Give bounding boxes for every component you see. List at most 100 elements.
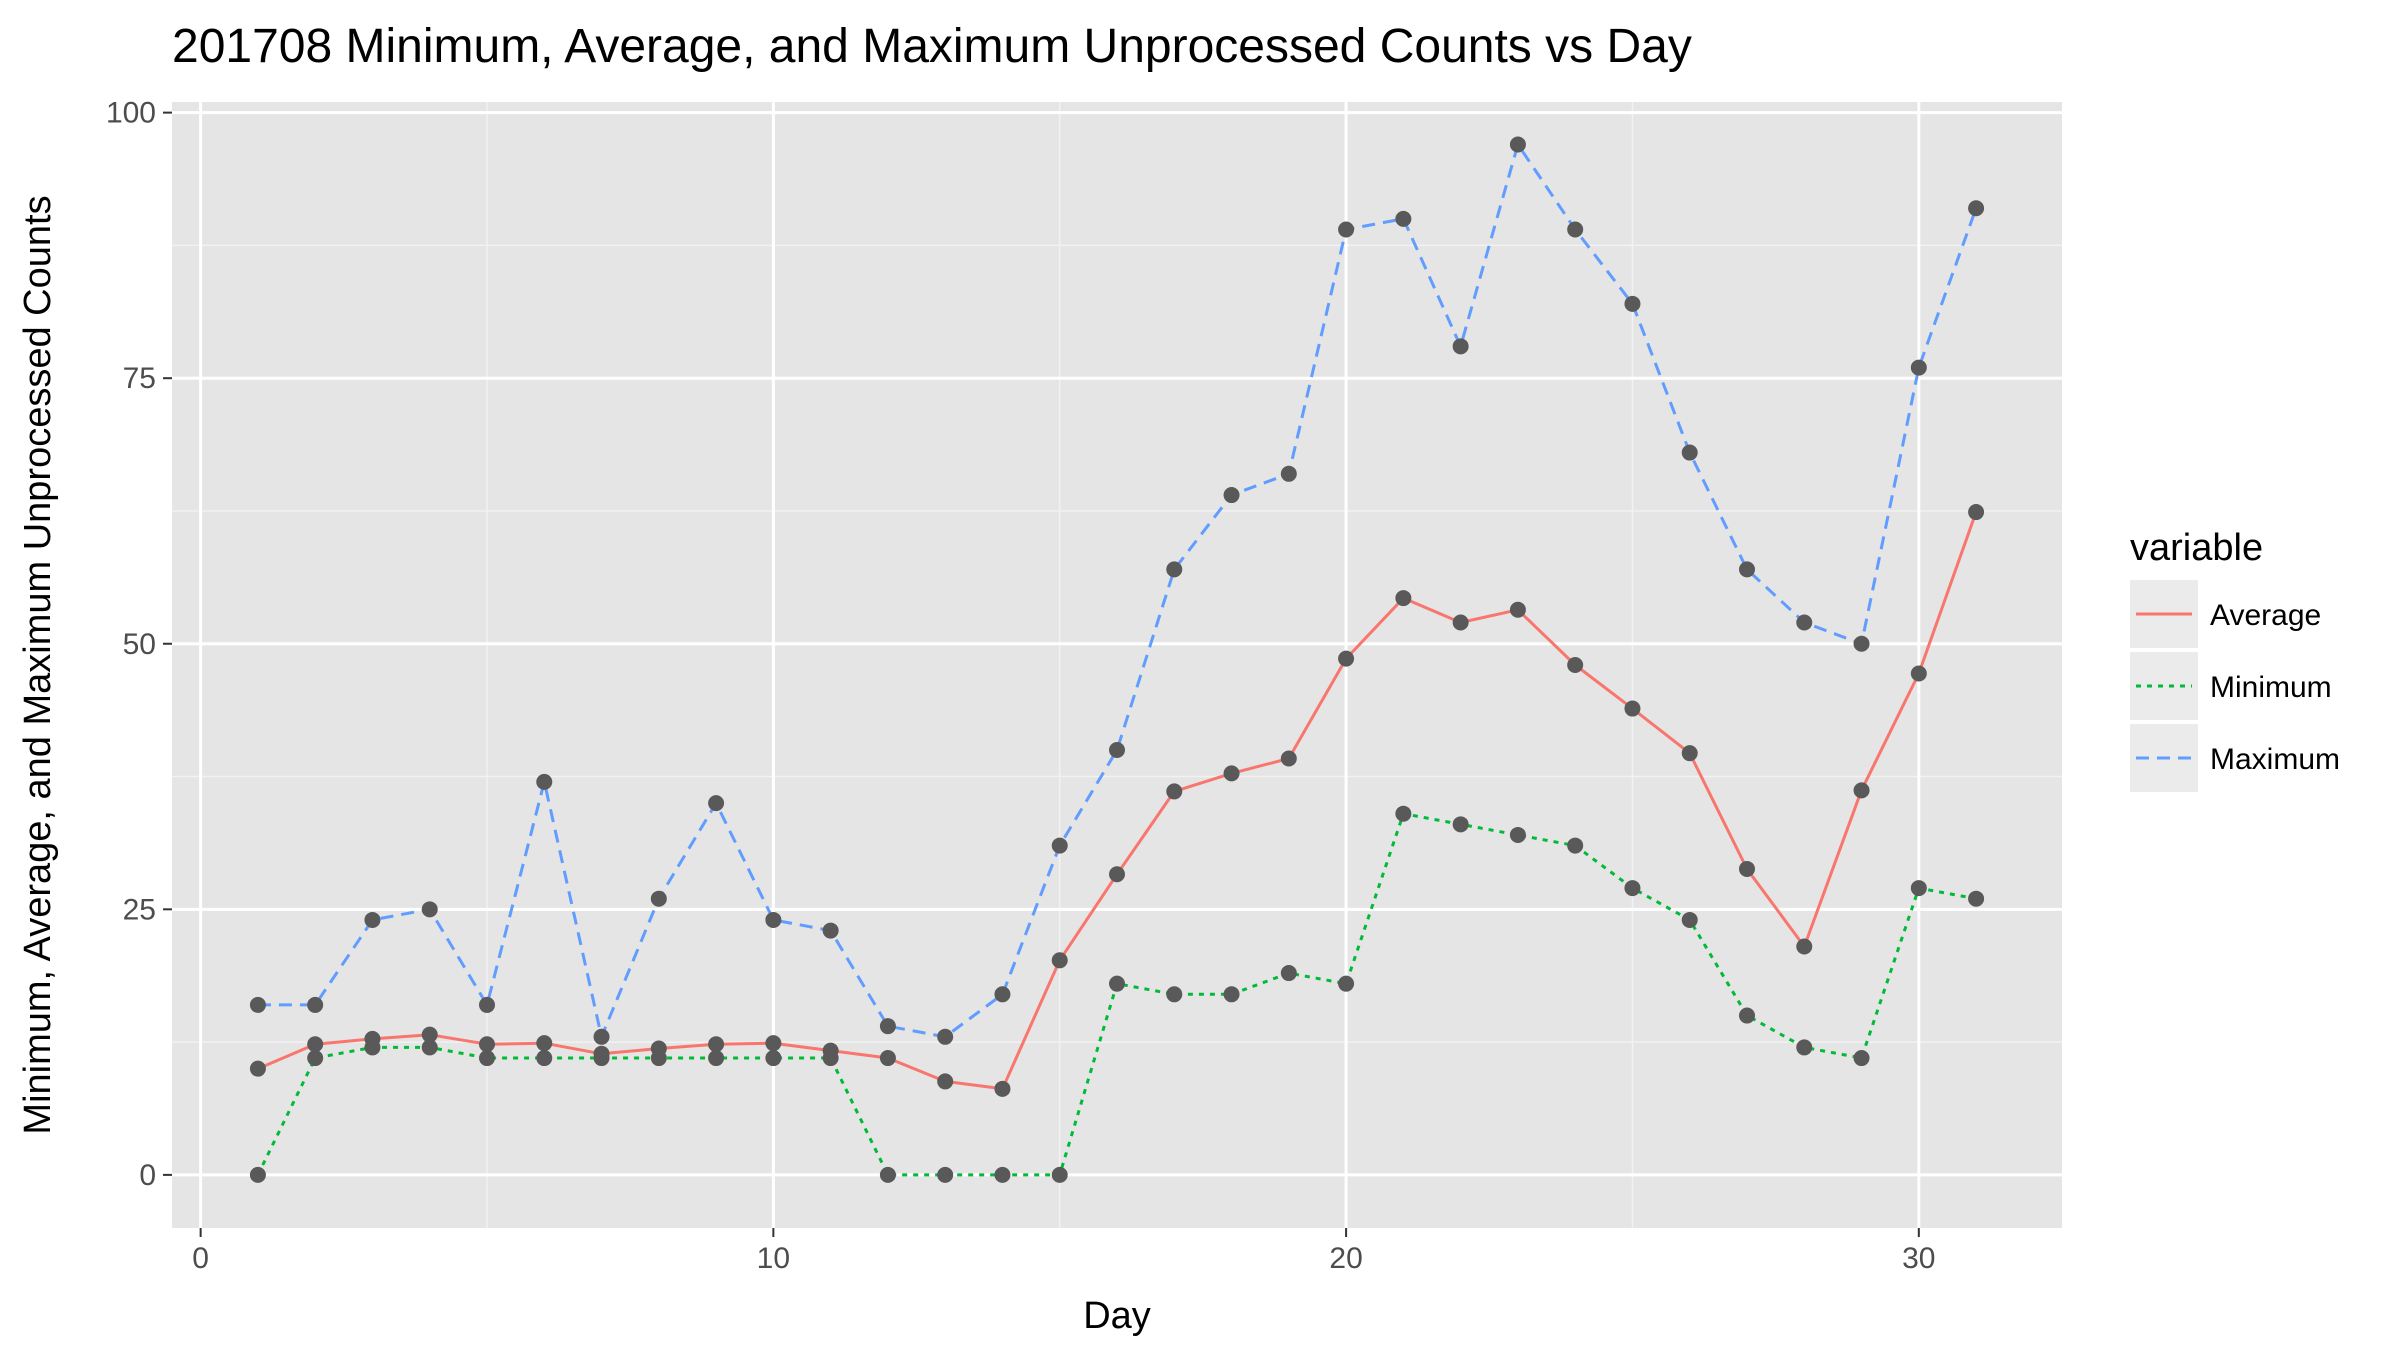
data-point-minimum — [1509, 826, 1526, 843]
data-point-minimum — [307, 1050, 324, 1067]
data-point-average — [1509, 601, 1526, 618]
data-point-minimum — [1395, 805, 1412, 822]
data-point-minimum — [708, 1050, 725, 1067]
data-point-maximum — [1338, 221, 1355, 238]
y-axis-tick-label: 0 — [139, 1159, 156, 1192]
data-point-average — [994, 1080, 1011, 1097]
data-point-minimum — [1452, 816, 1469, 833]
legend-key-maximum — [2130, 724, 2198, 792]
data-point-minimum — [1968, 890, 1985, 907]
data-point-maximum — [421, 901, 438, 918]
data-point-minimum — [879, 1166, 896, 1183]
data-point-average — [1853, 782, 1870, 799]
data-point-average — [1739, 860, 1755, 877]
axis-ticks — [163, 111, 1920, 1237]
series-points — [249, 136, 1985, 1183]
data-point-average — [1166, 783, 1183, 800]
y-axis-tick-label: 25 — [123, 893, 156, 926]
data-point-average — [765, 1035, 782, 1052]
data-point-maximum — [1624, 295, 1641, 312]
data-point-minimum — [1280, 965, 1297, 982]
data-point-minimum — [1109, 975, 1125, 992]
data-point-maximum — [994, 986, 1011, 1003]
data-point-average — [1395, 590, 1412, 607]
data-point-maximum — [1223, 487, 1240, 504]
x-axis-tick-label: 20 — [1329, 1242, 1362, 1275]
x-axis-tick-label: 0 — [192, 1242, 209, 1275]
data-point-minimum — [765, 1050, 782, 1067]
y-axis-tick-label: 50 — [123, 628, 156, 661]
data-point-minimum — [364, 1039, 381, 1056]
major-gridlines — [172, 102, 2062, 1228]
data-point-average — [1681, 745, 1698, 762]
data-point-average — [421, 1026, 438, 1043]
x-axis-tick-label: 10 — [757, 1242, 790, 1275]
data-point-average — [1280, 750, 1297, 767]
data-point-maximum — [1166, 561, 1183, 578]
data-point-average — [708, 1036, 725, 1053]
data-point-maximum — [364, 911, 381, 928]
data-point-maximum — [536, 773, 553, 790]
data-point-minimum — [593, 1050, 610, 1067]
data-point-minimum — [1681, 911, 1698, 928]
data-point-maximum — [1739, 561, 1755, 578]
legend-title: variable — [2130, 527, 2263, 569]
data-point-average — [1910, 665, 1927, 682]
x-axis-tick-label: 30 — [1902, 1242, 1935, 1275]
data-point-minimum — [479, 1050, 495, 1067]
data-point-maximum — [765, 911, 782, 928]
data-point-minimum — [1567, 837, 1584, 854]
data-point-average — [1968, 504, 1985, 521]
data-point-minimum — [1051, 1166, 1068, 1183]
data-point-maximum — [879, 1018, 896, 1035]
data-point-average — [249, 1060, 266, 1077]
data-point-average — [1051, 952, 1068, 969]
data-point-maximum — [1109, 741, 1125, 758]
data-point-maximum — [1796, 614, 1813, 631]
data-point-maximum — [708, 795, 725, 812]
data-point-minimum — [822, 1050, 839, 1067]
data-point-maximum — [822, 922, 839, 939]
data-point-maximum — [1452, 338, 1469, 355]
data-point-minimum — [1739, 1007, 1755, 1024]
data-point-average — [307, 1036, 324, 1053]
legend-key-minimum — [2130, 652, 2198, 720]
data-point-maximum — [249, 996, 266, 1013]
data-point-minimum — [1166, 986, 1183, 1003]
y-axis-title: Minimum, Average, and Maximum Unprocesse… — [17, 195, 59, 1134]
data-point-maximum — [479, 996, 495, 1013]
data-point-maximum — [1051, 837, 1068, 854]
data-point-minimum — [1338, 975, 1355, 992]
data-point-average — [1338, 650, 1355, 667]
x-axis-tick-labels: 0 10 20 30 — [192, 1242, 1935, 1275]
data-point-maximum — [1509, 136, 1526, 153]
y-axis-tick-label: 100 — [106, 97, 156, 130]
data-point-maximum — [1910, 359, 1927, 376]
data-point-maximum — [593, 1028, 610, 1045]
data-point-minimum — [994, 1166, 1011, 1183]
data-point-minimum — [1910, 880, 1927, 897]
data-point-maximum — [937, 1028, 954, 1045]
legend-key-average — [2130, 580, 2198, 648]
data-point-minimum — [249, 1166, 266, 1183]
data-point-average — [1109, 866, 1125, 883]
data-point-maximum — [1681, 444, 1698, 461]
data-point-maximum — [1280, 465, 1297, 482]
data-point-average — [1796, 938, 1813, 955]
data-point-minimum — [1624, 880, 1641, 897]
data-point-maximum — [1395, 210, 1412, 227]
data-point-maximum — [650, 890, 667, 907]
legend: variable Average Minimum Maximum — [2130, 527, 2340, 792]
legend-key-background — [2130, 652, 2198, 720]
data-point-maximum — [1968, 200, 1985, 217]
data-point-minimum — [1796, 1039, 1813, 1056]
legend-label-maximum: Maximum — [2210, 743, 2340, 776]
data-point-minimum — [421, 1039, 438, 1056]
data-point-minimum — [536, 1050, 553, 1067]
data-point-average — [1223, 765, 1240, 782]
plot-panel — [172, 102, 2062, 1228]
data-point-maximum — [1567, 221, 1584, 238]
chart-title: 201708 Minimum, Average, and Maximum Unp… — [172, 20, 1692, 73]
y-axis-tick-label: 75 — [123, 362, 156, 395]
